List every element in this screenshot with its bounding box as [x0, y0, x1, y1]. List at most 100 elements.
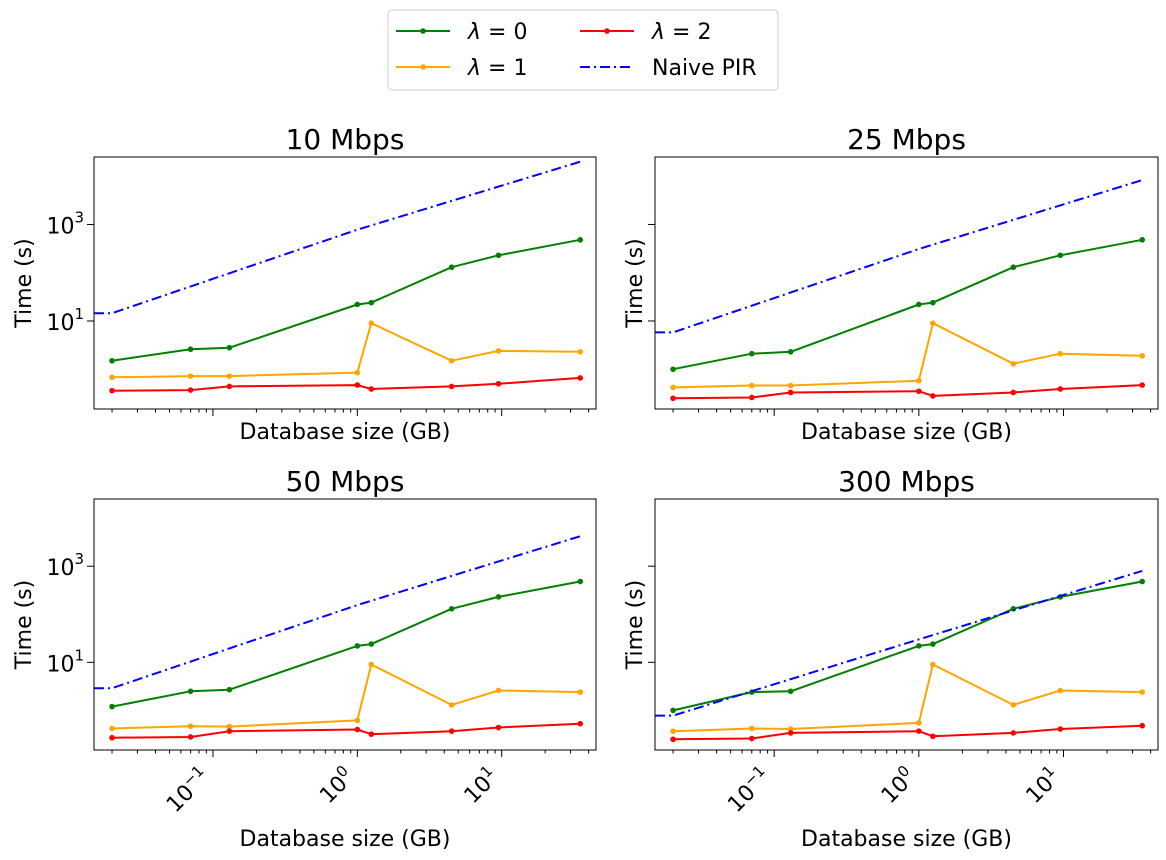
data-point: [354, 382, 361, 388]
x-tick-label: 10−1: [159, 762, 215, 818]
data-point: [916, 728, 922, 734]
data-point: [448, 357, 455, 364]
data-point: [354, 301, 361, 308]
data-point: [748, 382, 755, 389]
axes-frame: [93, 156, 597, 410]
data-point: [495, 252, 502, 259]
series-line: [111, 722, 581, 739]
series-line: [672, 238, 1143, 371]
data-point: [916, 388, 922, 395]
y-tick-label: 103: [46, 208, 84, 239]
data-point: [226, 728, 233, 734]
data-point: [448, 605, 455, 612]
data-point: [448, 383, 455, 390]
series-line: [94, 160, 581, 315]
data-point: [1139, 578, 1146, 585]
y-axis-label: Time (s): [623, 580, 648, 670]
axes-frame: [654, 156, 1159, 410]
series-line: [655, 569, 1143, 717]
legend: λ = 0 λ = 1 λ = 2 Naive PIR: [387, 9, 779, 91]
legend-entry: λ = 0: [396, 20, 527, 45]
data-point: [187, 387, 194, 393]
data-point: [495, 724, 502, 731]
legend-frame: [387, 9, 779, 91]
x-tick-label: 101: [457, 762, 504, 809]
data-point: [787, 382, 794, 389]
data-point: [495, 348, 502, 354]
y-axis-label: Time (s): [12, 238, 37, 328]
data-point: [670, 384, 676, 391]
data-point: [109, 387, 115, 394]
data-point: [368, 320, 375, 326]
x-axis-label: Database size (GB): [801, 827, 1012, 852]
data-point: [916, 643, 922, 649]
series-line: [111, 580, 581, 708]
subplot-title: 25 Mbps: [847, 123, 966, 156]
data-point: [1139, 689, 1146, 695]
series-line: [655, 179, 1143, 334]
series-layer: [94, 535, 584, 741]
data-point: [448, 264, 455, 271]
series-line: [111, 376, 581, 392]
x-axis-label: Database size (GB): [801, 420, 1012, 445]
data-point: [1139, 352, 1146, 359]
data-point: [1010, 264, 1017, 271]
data-point: [1139, 722, 1146, 729]
data-point: [748, 394, 755, 401]
data-point: [577, 720, 584, 727]
y-axis-label: Time (s): [12, 580, 37, 670]
data-point: [448, 702, 455, 708]
x-tick-label: 100: [313, 762, 360, 809]
x-axis-label: Database size (GB): [240, 827, 451, 852]
series-line: [111, 322, 581, 379]
legend-label: λ = 2: [651, 20, 711, 45]
data-point: [226, 686, 233, 693]
subplot-4: 300 Mbps 10−1 100 101 Database size (GB) Time…: [623, 465, 1159, 852]
data-point: [787, 730, 794, 736]
data-point: [930, 661, 936, 668]
legend-marker: [604, 28, 610, 34]
data-point: [368, 661, 375, 668]
data-point: [109, 734, 115, 741]
data-point: [577, 375, 584, 381]
axes-frame: [654, 498, 1159, 751]
data-point: [495, 687, 502, 694]
x-tick-label: 10−1: [720, 762, 776, 818]
axes-frame: [93, 498, 597, 751]
data-point: [1139, 382, 1146, 388]
data-point: [187, 734, 194, 740]
data-point: [1010, 360, 1017, 367]
data-point: [670, 728, 676, 734]
data-point: [187, 346, 194, 353]
legend-entry: λ = 2: [580, 20, 711, 45]
data-point: [787, 726, 794, 732]
data-point: [748, 350, 755, 357]
y-tick-label: 101: [46, 646, 84, 677]
data-point: [787, 389, 794, 396]
data-point: [787, 348, 794, 355]
data-point: [354, 369, 361, 376]
data-point: [1057, 386, 1064, 392]
data-point: [226, 723, 233, 730]
legend-label: λ = 1: [467, 56, 527, 81]
data-point: [1057, 350, 1064, 357]
data-point: [1057, 687, 1064, 694]
data-point: [187, 723, 194, 729]
x-axis-label: Database size (GB): [240, 420, 451, 445]
legend-label: Naive PIR: [652, 56, 757, 81]
series-line: [673, 663, 1143, 733]
data-point: [368, 386, 375, 392]
data-point: [226, 344, 233, 351]
subplot-title: 10 Mbps: [286, 123, 405, 156]
data-point: [187, 688, 194, 695]
subplot-1: 10 Mbps 101 103 Database size (GB) Time (s): [12, 123, 597, 445]
data-point: [354, 717, 361, 724]
series-line: [111, 238, 581, 362]
data-point: [1010, 702, 1017, 708]
y-tick-label: 103: [46, 550, 84, 581]
data-point: [368, 731, 375, 737]
data-point: [670, 395, 676, 402]
subplot-title: 300 Mbps: [838, 465, 975, 498]
data-point: [787, 688, 794, 695]
